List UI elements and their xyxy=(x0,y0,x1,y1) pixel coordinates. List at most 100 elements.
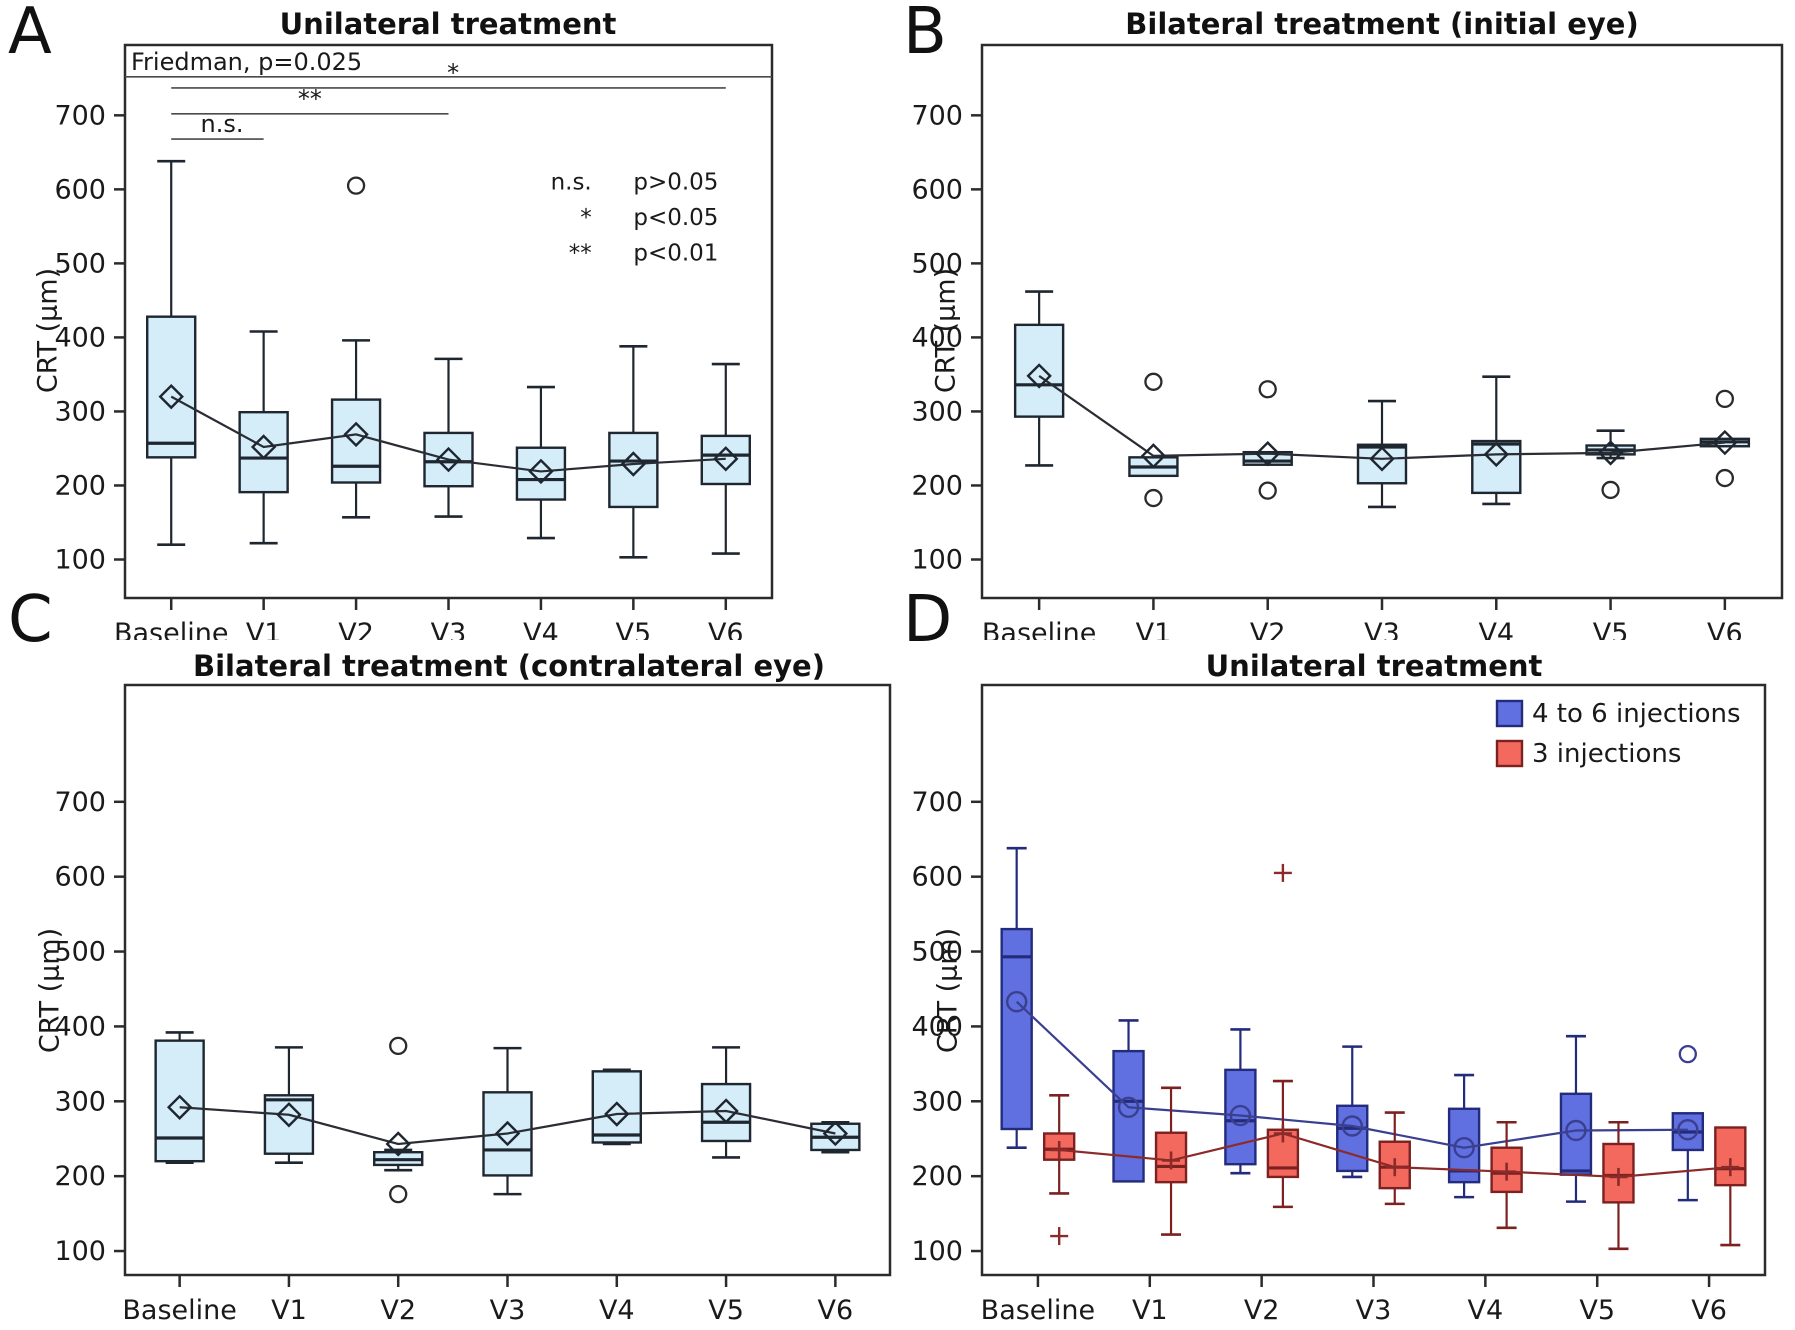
stat-test-label: Friedman, p=0.025 xyxy=(131,48,362,76)
x-tick-label: V5 xyxy=(708,1295,744,1326)
x-tick-label: V5 xyxy=(616,618,652,640)
box-V5 xyxy=(1585,429,1636,500)
mean-marker-diamond xyxy=(385,1131,411,1157)
mean-marker-diamond xyxy=(158,383,184,410)
mean-marker-diamond xyxy=(494,1120,521,1147)
mean-marker-circle xyxy=(1677,1119,1699,1141)
y-tick-label: 300 xyxy=(911,1086,963,1117)
panel-c-y-axis-label: CRT (µm) xyxy=(34,927,66,1054)
plot-frame xyxy=(980,683,1767,1277)
mean-line xyxy=(179,1106,836,1146)
panel-b-title: Bilateral treatment (initial eye) xyxy=(1125,7,1639,41)
mean-line xyxy=(170,395,726,473)
mean-marker-diamond xyxy=(528,458,554,485)
mean-marker-diamond xyxy=(713,446,739,472)
sig-key-meaning: p<0.01 xyxy=(633,240,718,266)
mean-line xyxy=(1038,375,1725,460)
outlier-marker xyxy=(389,1036,408,1056)
box-Baseline xyxy=(154,1031,205,1164)
box-V5 xyxy=(608,344,659,559)
series-3 injections xyxy=(1042,863,1747,1251)
mean-marker-diamond xyxy=(1483,441,1509,468)
mean-marker-diamond xyxy=(1026,363,1052,389)
significance-bracket-label: n.s. xyxy=(201,110,244,138)
box-V5 xyxy=(1559,1034,1593,1203)
x-tick-label: V6 xyxy=(1707,618,1743,640)
y-tick-label: 300 xyxy=(911,396,963,427)
x-tick-label: V6 xyxy=(1691,1295,1727,1326)
y-tick-label: 100 xyxy=(54,1236,106,1267)
iqr-box xyxy=(330,398,382,484)
iqr-box xyxy=(515,446,567,501)
series-boxes xyxy=(154,1031,861,1204)
box-V2 xyxy=(330,176,382,519)
outlier-marker xyxy=(1715,468,1735,488)
panel-c-plot: 100 200 300 400 500 600 700 Baseline V1 V2 V3 V4 V5 V… xyxy=(54,683,892,1326)
box-V2 xyxy=(1266,863,1300,1209)
x-tick-label: Baseline xyxy=(982,618,1096,640)
y-tick-label: 200 xyxy=(911,1161,963,1192)
mean-marker-diamond xyxy=(343,421,369,448)
mean-marker-diamond xyxy=(166,1094,193,1120)
panel-a-letter: A xyxy=(8,0,52,69)
x-tick-label: V6 xyxy=(708,618,744,640)
box-V2 xyxy=(1224,1028,1257,1175)
box-Baseline xyxy=(146,159,197,546)
panel-d-title: Unilateral treatment xyxy=(1205,649,1543,683)
mean-marker-diamond xyxy=(1140,443,1167,469)
panel-b-y-axis-label: CRT (µm) xyxy=(930,267,962,394)
box-V6 xyxy=(1671,1044,1705,1202)
series-boxes xyxy=(146,159,751,559)
legend-swatch-red xyxy=(1495,739,1524,768)
x-tick-label: V3 xyxy=(431,618,467,640)
mean-marker-circle xyxy=(1453,1137,1475,1159)
outlier-marker xyxy=(1144,488,1163,508)
y-tick-label: 400 xyxy=(911,322,963,353)
box-V4 xyxy=(515,385,567,540)
y-tick-label: 600 xyxy=(54,174,106,205)
iqr-box xyxy=(1602,1142,1635,1204)
y-tick-label: 700 xyxy=(911,787,963,818)
mean-marker-diamond xyxy=(1369,446,1395,472)
iqr-box xyxy=(1356,443,1408,485)
box-Baseline xyxy=(1042,1094,1076,1246)
x-tick-label: V2 xyxy=(380,1295,416,1326)
iqr-box xyxy=(1490,1146,1523,1194)
iqr-box xyxy=(1714,1126,1747,1187)
panel-d-y-axis-label: CRT (µm) xyxy=(932,927,964,1054)
legend-swatch-blue xyxy=(1495,699,1524,728)
iqr-box xyxy=(1013,323,1065,418)
box-Baseline xyxy=(1000,846,1033,1150)
panel-a-plot: 100 200 300 400 500 600 700 Baseline V1 V2 V3 V4 V5 V… xyxy=(54,43,774,640)
x-tick-label: V5 xyxy=(1579,1295,1615,1326)
sig-key-symbol: ** xyxy=(569,240,592,266)
box-V1 xyxy=(238,330,289,545)
panel-c-letter: C xyxy=(8,583,53,657)
y-tick-label: 500 xyxy=(911,937,963,968)
y-tick-label: 200 xyxy=(911,470,963,501)
outlier-marker xyxy=(1144,372,1163,391)
y-tick-label: 400 xyxy=(54,1011,106,1042)
x-tick-label: V3 xyxy=(1364,618,1400,640)
box-V3 xyxy=(1356,399,1408,509)
x-tick-label: V4 xyxy=(1468,1295,1504,1326)
y-tick-label: 300 xyxy=(54,1086,106,1117)
mean-marker-circle xyxy=(1117,1096,1140,1118)
outlier-marker xyxy=(346,176,366,195)
legend-label: 4 to 6 injections xyxy=(1532,699,1741,729)
y-tick-label: 200 xyxy=(54,1161,106,1192)
outlier-marker xyxy=(1678,1044,1697,1064)
iqr-box xyxy=(238,410,289,494)
mean-marker-diamond xyxy=(435,446,462,473)
outlier-marker xyxy=(389,1184,408,1204)
box-V4 xyxy=(1490,1120,1523,1230)
x-tick-label: V1 xyxy=(246,618,282,640)
x-tick-label: V1 xyxy=(1136,618,1172,640)
box-V6 xyxy=(810,1120,861,1154)
y-tick-label: 500 xyxy=(54,248,106,279)
y-tick-label: 700 xyxy=(54,787,106,818)
y-tick-label: 600 xyxy=(54,862,106,893)
iqr-box xyxy=(1559,1092,1593,1176)
panel-d-letter: D xyxy=(903,583,953,657)
